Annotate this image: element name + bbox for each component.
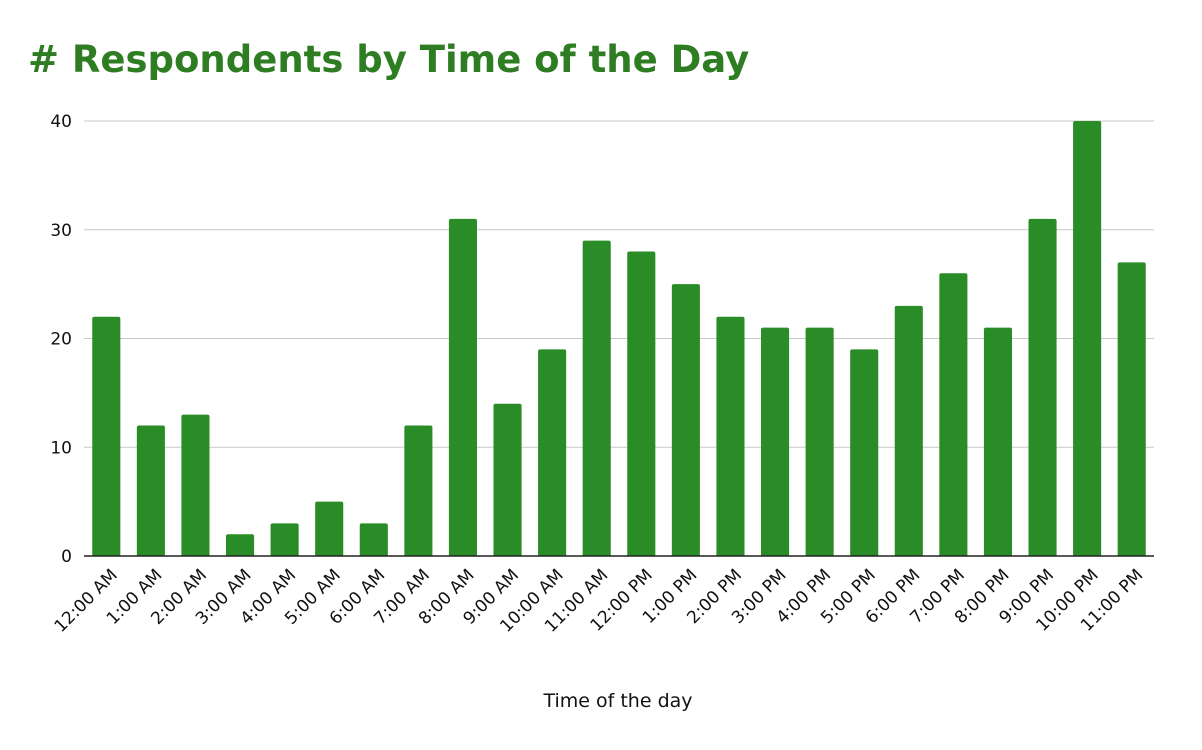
bar: [760, 327, 790, 556]
bar: [1073, 121, 1102, 556]
bar: [716, 316, 745, 556]
bar: [894, 305, 923, 556]
y-tick-label: 20: [50, 330, 72, 350]
bar: [493, 403, 522, 556]
bar: [136, 425, 165, 556]
gridlines: [84, 120, 1154, 448]
bar: [270, 523, 299, 556]
y-tick-label: 10: [50, 438, 72, 458]
bar: [359, 523, 388, 556]
bar: [315, 501, 344, 556]
bar: [983, 327, 1013, 556]
bars: [92, 121, 1146, 556]
bar: [671, 284, 700, 556]
bar: [1117, 262, 1146, 556]
bar: [448, 218, 478, 556]
bar: [1028, 218, 1057, 556]
x-axis-label: Time of the day: [542, 690, 692, 712]
y-tick-label: 40: [50, 112, 72, 132]
bar: [225, 534, 255, 556]
bar: [92, 316, 121, 556]
y-axis-ticks: 0 10 20 30 40: [50, 112, 72, 567]
x-tick-label: 12:00 AM: [51, 565, 122, 636]
bar: [538, 349, 567, 556]
bar: [582, 240, 611, 556]
chart-title: # Respondents by Time of the Day: [28, 38, 750, 81]
bar: [850, 349, 879, 556]
bar: [181, 414, 210, 556]
y-tick-label: 0: [61, 547, 72, 567]
bar: [805, 327, 834, 556]
bar: [627, 251, 656, 556]
bar: [404, 425, 433, 556]
bar: [939, 273, 968, 556]
y-tick-label: 30: [50, 221, 72, 241]
x-axis-ticks: 12:00 AM1:00 AM2:00 AM3:00 AM4:00 AM5:00…: [51, 565, 1148, 636]
